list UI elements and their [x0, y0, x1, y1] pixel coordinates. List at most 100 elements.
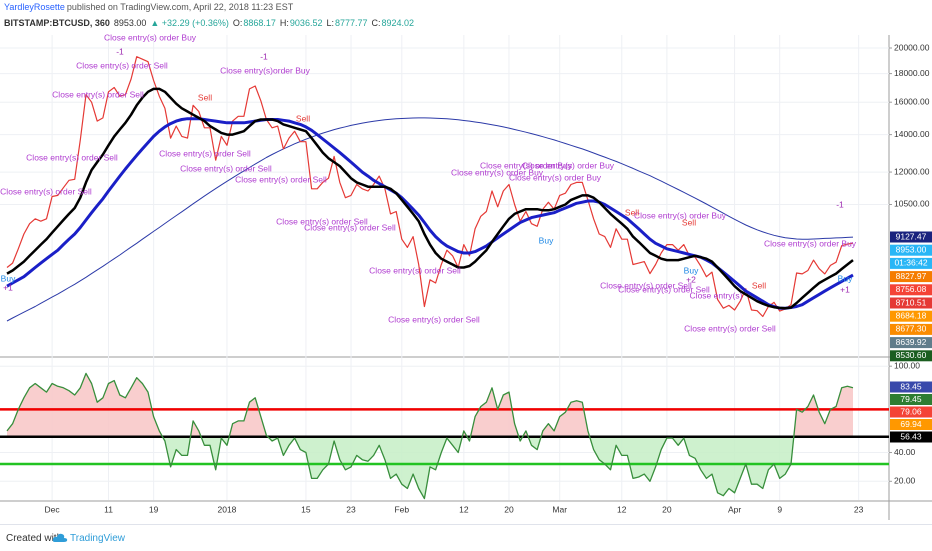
published: published on TradingView.com, April 22, …: [66, 2, 294, 12]
annotation: Close entry(s) order Buy: [451, 167, 544, 177]
trade-label: +1: [3, 282, 13, 292]
trade-label: Buy: [684, 265, 699, 275]
annotation: Close entry(s) order Sell: [26, 152, 118, 162]
author[interactable]: YardleyRosette: [4, 2, 65, 12]
annotation: Close entry(s) order Sell: [276, 216, 368, 226]
x-tick-label: Dec: [45, 504, 61, 514]
annotation: Close entry(s) order Sell: [600, 280, 692, 290]
ohlc-value: 8777.77: [334, 18, 368, 28]
y-tick-label: 20000.00: [894, 42, 930, 52]
annotation: Close entry(s) order Sell: [684, 323, 776, 333]
series-line: [6, 372, 854, 500]
trade-label: Buy: [838, 273, 853, 283]
price-tag-label: 8684.18: [896, 310, 927, 320]
y-tick-label: 20.00: [894, 476, 916, 486]
price-tag-label: 83.45: [900, 381, 922, 391]
annotation: Close entry(s) order Sell: [52, 89, 144, 99]
ohlc: O:8868.17 H:9036.52 L:8777.77 C:8924.02: [233, 18, 418, 28]
annotation: Close entry(s) order Buy: [480, 160, 573, 170]
y-tick-label: 16000.00: [894, 96, 930, 106]
trade-label: -1: [260, 51, 268, 61]
logo-icon: [52, 533, 68, 542]
ohlc-key: L:: [326, 18, 334, 28]
y-tick-label: 100.00: [894, 360, 920, 370]
last-price: 8953.00: [113, 18, 147, 28]
brand[interactable]: TradingView: [70, 533, 126, 544]
trade-label: Sell: [682, 217, 696, 227]
x-tick-label: 15: [301, 504, 311, 514]
price-tag: [890, 257, 932, 269]
price-tag-label: 8827.97: [896, 271, 927, 281]
change: ▲ +32.29 (+0.36%): [150, 18, 229, 28]
price-tag-label: 01:36:42: [894, 258, 927, 268]
x-tick-label: 23: [346, 504, 356, 514]
annotation: Close entry(s) order Buy: [509, 172, 602, 182]
trade-label: -1: [836, 199, 844, 209]
price-tag-label: 8530.60: [896, 350, 927, 360]
y-tick-label: 18000.00: [894, 68, 930, 78]
price-tag: [890, 323, 932, 335]
price-tag: [890, 337, 932, 349]
ohlc-value: 8868.17: [243, 18, 276, 28]
trade-label: Sell: [198, 92, 212, 102]
price-tag-label: 9127.47: [896, 231, 927, 241]
x-tick-label: 20: [662, 504, 672, 514]
symbol-line: BITSTAMP:BTCUSD, 360 8953.00 ▲ +32.29 (+0.…: [4, 18, 422, 28]
price-tag: [890, 394, 932, 405]
x-tick-label: Mar: [552, 504, 567, 514]
x-tick-label: 9: [777, 504, 782, 514]
footer: Created with TradingView: [0, 524, 932, 551]
x-tick-label: 23: [854, 504, 864, 514]
created-with: Created with: [6, 533, 63, 544]
annotation: Close entry(s) order Sell: [76, 60, 168, 70]
price-tag-label: 8756.08: [896, 284, 927, 294]
annotation: Close entry(s) order Sell: [0, 186, 92, 196]
series-line: [6, 117, 854, 322]
annotation: Close entry(s) order Buy: [634, 210, 727, 220]
trade-label: Buy: [1, 273, 16, 283]
price-tag: [890, 297, 932, 309]
price-tag: [890, 244, 932, 256]
trade-label: Sell: [752, 280, 766, 290]
y-tick-label: 12000.00: [894, 166, 930, 176]
price-tag-label: 8710.51: [896, 297, 927, 307]
x-tick-label: 20: [504, 504, 514, 514]
price-tag: [890, 431, 932, 443]
price-tag-label: 79.06: [900, 406, 922, 416]
series-line: [6, 87, 854, 310]
trade-label: Buy: [539, 235, 554, 245]
series-line: [6, 56, 854, 318]
ohlc-key: H:: [279, 18, 289, 28]
annotation: Close entry(s) order Sell: [180, 163, 272, 173]
price-tag: [890, 381, 932, 393]
x-tick-label: 2018: [217, 504, 236, 514]
price-tag: [890, 406, 932, 418]
annotation: Close entry(s) order Buy: [764, 238, 857, 248]
y-tick-label: 14000.00: [894, 129, 930, 139]
trade-label: Sell: [296, 113, 310, 123]
price-tag-label: 8677.30: [896, 324, 927, 334]
y-tick-label: 10500.00: [894, 199, 930, 209]
x-tick-label: 19: [149, 504, 159, 514]
price-tag: [890, 310, 932, 322]
annotation: Close entry(s) order Sell: [369, 265, 461, 275]
trade-label: +1: [840, 284, 850, 294]
price-tag-label: 79.45: [900, 394, 922, 404]
ohlc-key: O:: [232, 18, 243, 28]
annotation: Close entry(s)order Buy: [220, 65, 311, 75]
price-tag-label: 69.94: [900, 419, 922, 429]
price-tag-label: 8953.00: [896, 244, 927, 254]
x-tick-label: 12: [459, 504, 469, 514]
annotation: Close entry(s) order Buy: [522, 160, 615, 170]
x-tick-label: 11: [104, 504, 113, 514]
price-tag: [890, 350, 932, 362]
price-tag: [890, 231, 932, 243]
y-tick-label: 40.00: [894, 447, 916, 457]
x-tick-label: Feb: [394, 504, 409, 514]
ohlc-key: C:: [371, 18, 381, 28]
price-tag-label: 56.43: [900, 431, 922, 441]
annotation: Close entry(s) order Sell: [159, 148, 251, 158]
annotation: Close entry(s) order Sell: [618, 284, 710, 294]
